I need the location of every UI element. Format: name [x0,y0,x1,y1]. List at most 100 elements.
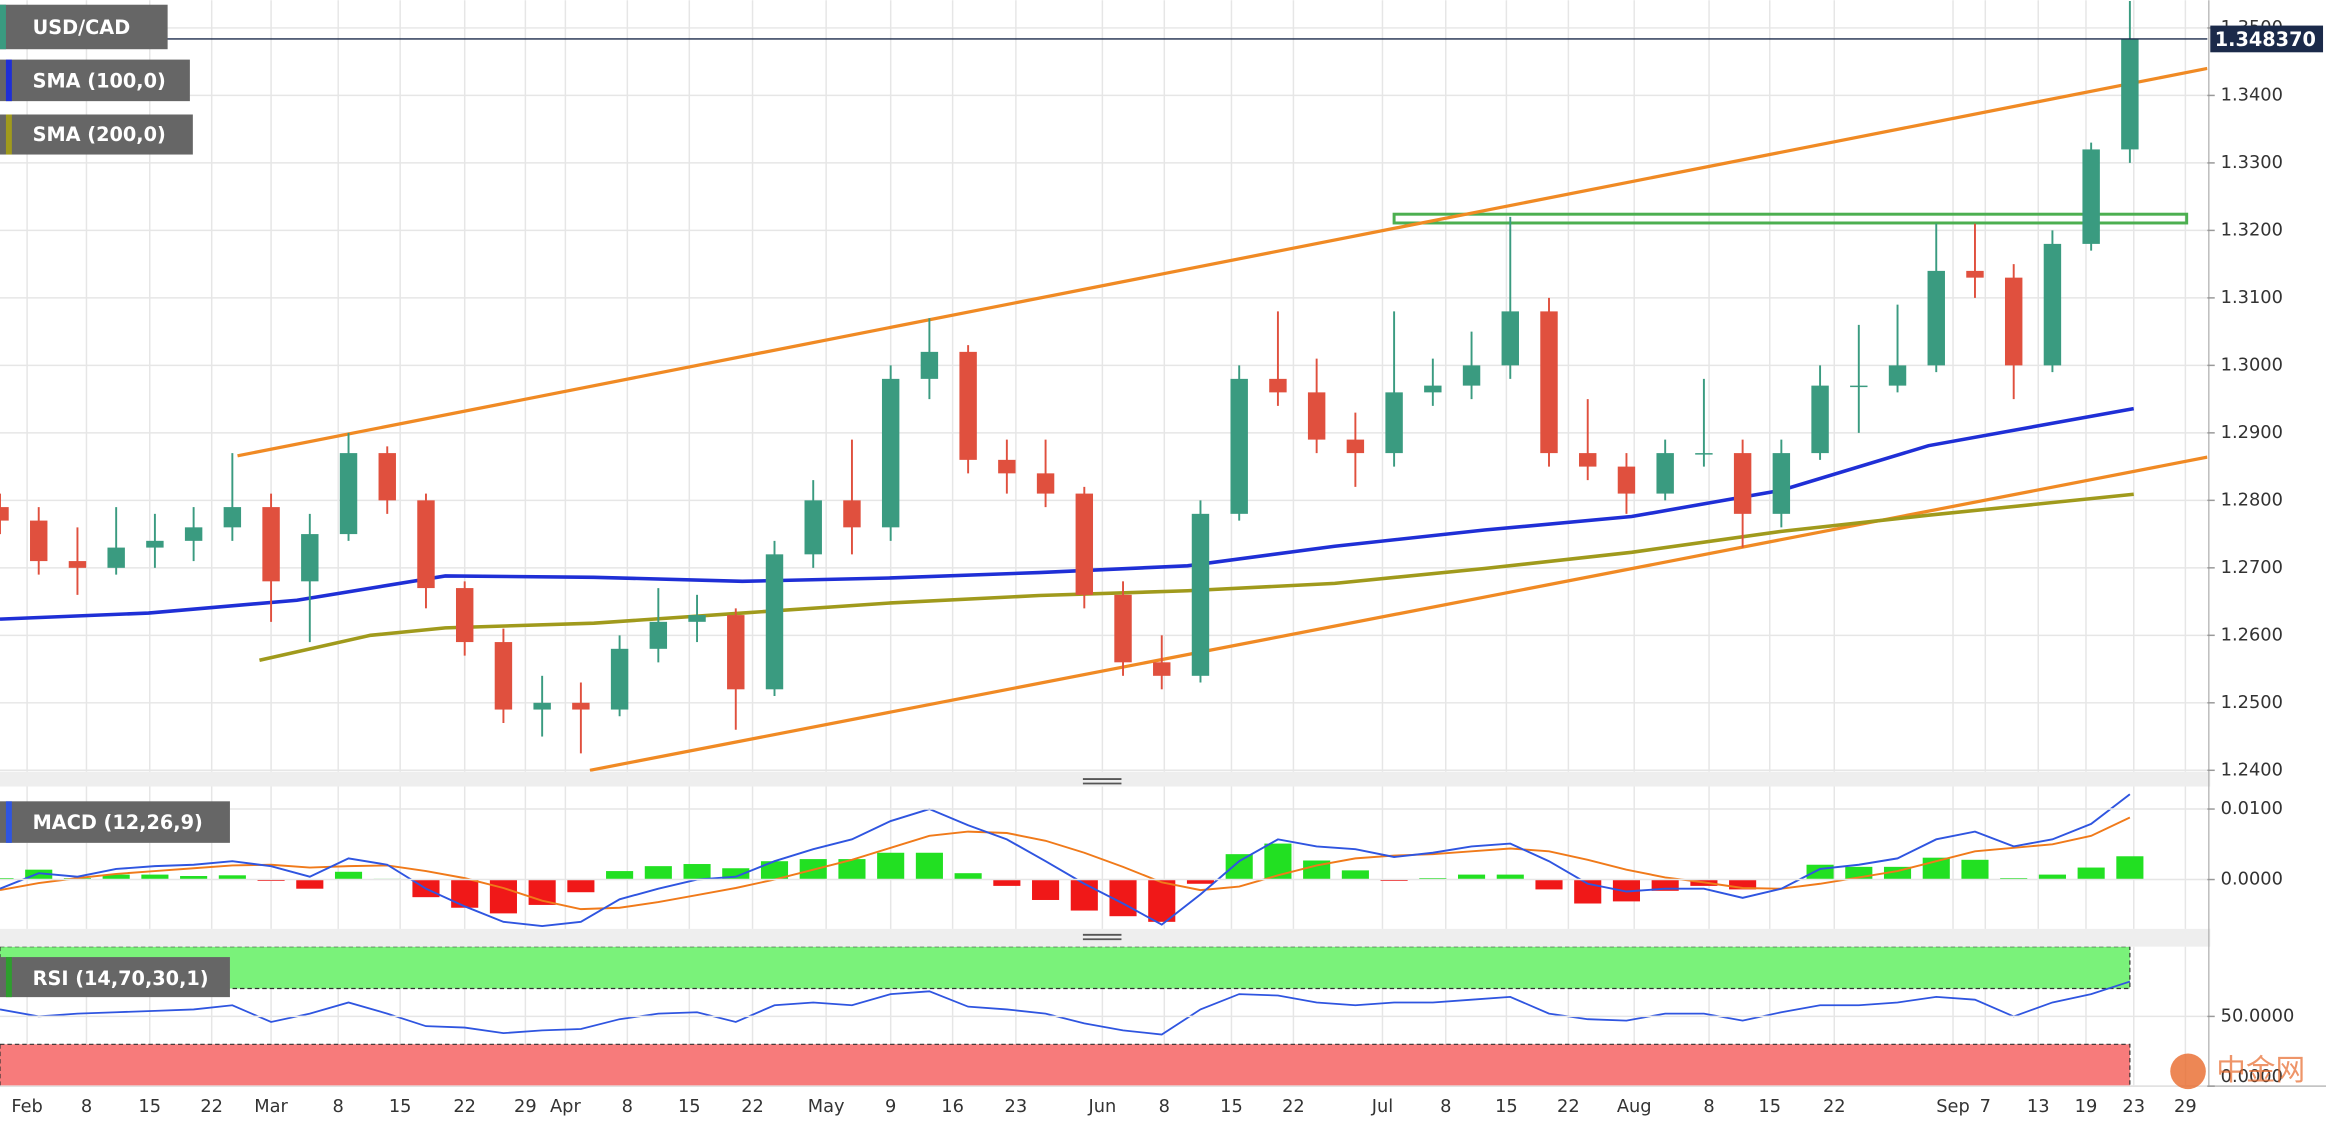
x-tick-label: 15 [1758,1096,1781,1117]
candle-body [1733,453,1752,514]
y-tick-label: 0.0000 [2221,869,2283,890]
candle-body [1966,270,1984,278]
candle-body [378,453,396,501]
y-tick-label: 50.0000 [2221,1005,2295,1026]
x-tick-label: 15 [678,1096,701,1117]
candle-body [2082,149,2100,244]
drag-handle[interactable] [1082,778,1122,941]
histogram-bar [722,868,750,880]
histogram-bar [683,864,711,880]
macd-line [0,793,2131,928]
x-tick-label: 29 [514,1096,537,1117]
histogram-bar [1729,879,1757,890]
candle-body [1617,466,1636,494]
legend-box[interactable] [0,4,168,50]
histogram-bar [993,879,1021,886]
candle-body [1191,513,1210,676]
histogram-bar [2116,856,2144,880]
x-tick-label: Sep [1936,1096,1970,1117]
candle-body [1307,392,1326,440]
candle-body [1346,439,1365,454]
legend-box[interactable] [0,957,230,998]
legend-swatch [0,4,6,50]
y-tick-label: 1.3100 [2221,287,2283,308]
x-tick-label: 15 [1495,1096,1518,1117]
candle-body [455,588,474,643]
legends: USD/CAD SMA (100,0) SMA (200,0) MACD (12… [0,4,230,998]
histogram-bar [954,873,982,880]
candle-body [1888,365,1907,386]
indicator-title: RSI (14,70,30,1) [33,967,209,990]
histogram-bar [218,875,246,880]
x-tick-label: 22 [741,1096,764,1117]
x-tick-label: 8 [1440,1096,1451,1117]
candle-body [610,648,629,710]
x-tick-label: Feb [11,1096,43,1117]
histogram-bar [567,879,595,893]
x-tick-label: 15 [138,1096,161,1117]
x-tick-label: 22 [1282,1096,1305,1117]
candle-body [1695,453,1713,455]
panel [0,946,2131,1087]
legend-box[interactable] [0,114,193,155]
candle-body [1075,493,1094,595]
legend-swatch [5,957,12,998]
x-tick-label: 19 [2075,1096,2098,1117]
candle-body [727,615,745,690]
histogram-bar [180,876,208,880]
histogram-bar [1535,879,1563,890]
separator[interactable] [0,928,2211,947]
x-tick-label: 13 [2027,1096,2050,1117]
last-price-label: 1.348370 [2215,28,2316,51]
candle-body [1153,662,1171,676]
candle-body [1811,385,1829,454]
legend-box[interactable] [0,59,190,102]
histogram-bar [877,852,905,880]
histogram-bar [2038,874,2066,880]
y-tick-label: 1.3300 [2221,152,2283,173]
resistance-zone [1392,212,2189,225]
x-tick-label: May [808,1096,845,1117]
rsi-band [0,1043,2131,1087]
x-tick-label: Jul [1371,1096,1393,1117]
y-tick-label: 1.3400 [2221,84,2283,105]
x-tick-label: 15 [1220,1096,1243,1117]
x-tick-label: 15 [389,1096,412,1117]
candle-body [1385,392,1403,454]
histogram-bar [102,874,130,880]
candle-body [1114,594,1132,663]
histogram-bar [1961,859,1989,880]
legend-box[interactable] [0,801,230,843]
y-tick-label: 1.2800 [2221,489,2283,510]
candle-body [959,351,977,460]
x-tick-label: 8 [1703,1096,1714,1117]
legend-label: SMA (200,0) [33,123,166,146]
y-tick-label: 1.2600 [2221,624,2283,645]
panel [0,0,2208,772]
histogram-bar [915,852,943,880]
trend-line [589,455,2208,772]
candle-body [1501,311,1519,366]
legend-label: SMA (100,0) [33,69,166,92]
histogram-bar [1148,879,1176,922]
y-tick-label: 1.3200 [2221,219,2283,240]
candle-body [533,702,551,710]
candle-body [2121,38,2139,150]
histogram-bar [1225,854,1253,880]
x-tick-label: 9 [885,1096,896,1117]
histogram-bar [1341,870,1369,880]
x-tick-label: 8 [333,1096,344,1117]
x-tick-label: 7 [1980,1096,1991,1117]
histogram-bar [644,866,672,880]
legend-swatch [5,801,12,843]
histogram-bar [1496,874,1524,880]
candle-body [184,527,203,541]
candle-body [262,507,280,582]
x-tick-label: 8 [1159,1096,1170,1117]
candle-body [1656,453,1674,494]
panel [0,793,2144,928]
histogram-bar [334,871,363,880]
x-tick-label: Jun [1087,1096,1116,1117]
histogram-bar [1457,874,1486,880]
candle-body [1927,270,1945,366]
